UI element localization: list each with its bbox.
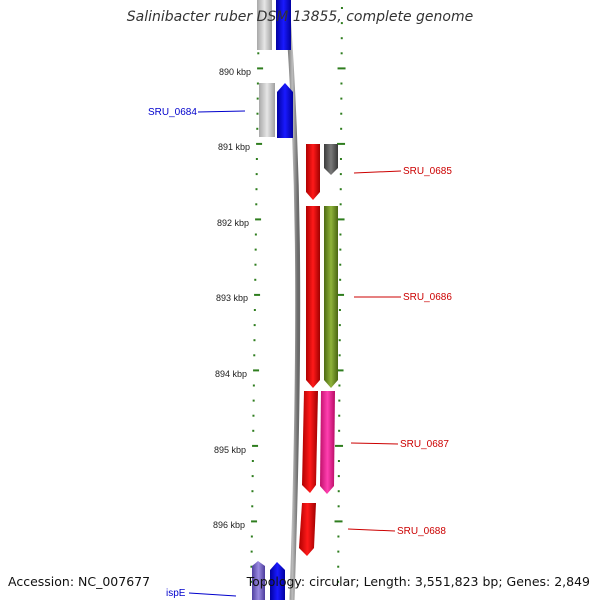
sru-0685-label[interactable]: SRU_0685 [403, 166, 452, 177]
kbp-axis-label: 893 kbp [216, 293, 248, 303]
kbp-axis-label: 895 kbp [214, 445, 246, 455]
gene-arrow-sru-0687-gene[interactable] [320, 391, 335, 494]
genome-backbone [284, 0, 301, 601]
sru-0687-label[interactable]: SRU_0687 [400, 439, 449, 450]
gene-arrow-sru-0684-cds[interactable] [259, 83, 275, 137]
ispe-label-line [188, 592, 237, 597]
gene-labels: SRU_0684 SRU_0685 SRU_0686 SRU_0687 SRU_… [148, 107, 452, 599]
ispe-label[interactable]: ispE [166, 588, 186, 599]
gene-arrow-sru-0684-gene[interactable] [277, 83, 293, 138]
sru-0686-label[interactable]: SRU_0686 [403, 292, 452, 303]
sru-0684-label-line [197, 110, 246, 113]
topology-text: Topology: circular; Length: 3,551,823 bp… [246, 574, 590, 589]
kbp-axis-labels: 890 kbp 891 kbp 892 kbp 893 kbp 894 kbp 895 k… [213, 67, 251, 530]
gene-arrow-ispe-cds[interactable] [252, 561, 265, 600]
sru-0684-label[interactable]: SRU_0684 [148, 107, 197, 118]
kbp-axis-label: 892 kbp [217, 218, 249, 228]
kbp-axis-label: 896 kbp [213, 520, 245, 530]
gene-arrow-sru-0688-cds[interactable] [299, 503, 316, 556]
gene-arrow-top-gray[interactable] [257, 0, 272, 50]
gene-arrow-sru-0687-cds[interactable] [302, 391, 318, 493]
gene-arrow-sru-0686-gene[interactable] [324, 206, 338, 388]
gene-arrow-top-blue[interactable] [276, 0, 291, 50]
gene-arrow-ispe-gene[interactable] [270, 562, 285, 600]
sru-0687-label-line [350, 442, 399, 445]
gene-arrow-sru-0686-cds[interactable] [306, 206, 320, 388]
sru-0688-label-line [347, 528, 396, 532]
kbp-axis-label: 891 kbp [218, 142, 250, 152]
sru-0688-label[interactable]: SRU_0688 [397, 526, 446, 537]
kbp-axis-label: 890 kbp [219, 67, 251, 77]
gene-arrow-sru-0685-cds[interactable] [306, 144, 320, 200]
kbp-axis-label: 894 kbp [215, 369, 247, 379]
chart-title: Salinibacter ruber DSM 13855, complete g… [126, 9, 474, 25]
accession-text: Accession: NC_007677 [8, 574, 151, 589]
sru-0685-label-line [353, 170, 402, 174]
gene-features [252, 0, 338, 600]
gene-arrow-sru-0685-gene[interactable] [324, 144, 338, 175]
